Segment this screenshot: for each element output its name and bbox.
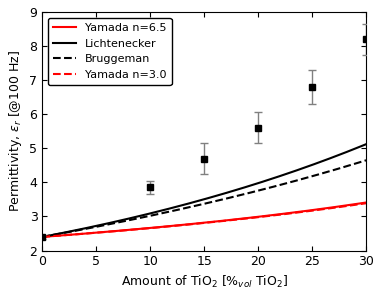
Yamada n=6.5 [233, 218, 237, 221]
Yamada n=6.5 [364, 201, 368, 204]
Bruggeman [238, 193, 243, 197]
Yamada n=6.5 [40, 235, 45, 239]
Line: Yamada n=6.5: Yamada n=6.5 [42, 203, 366, 237]
Yamada n=6.5 [313, 208, 317, 211]
Lichtenecker [233, 189, 237, 192]
Lichtenecker [364, 142, 368, 146]
Lichtenecker [313, 162, 317, 165]
Yamada n=3.0 [41, 235, 46, 238]
Legend: Yamada n=6.5, Lichtenecker, Bruggeman, Yamada n=3.0: Yamada n=6.5, Lichtenecker, Bruggeman, Y… [48, 18, 171, 85]
Bruggeman [333, 168, 338, 171]
Yamada n=3.0 [40, 235, 45, 239]
Yamada n=6.5 [41, 235, 46, 238]
Line: Lichtenecker: Lichtenecker [42, 144, 366, 237]
Bruggeman [233, 195, 237, 198]
Yamada n=3.0 [333, 206, 338, 209]
Lichtenecker [40, 235, 45, 239]
Line: Bruggeman: Bruggeman [42, 160, 366, 237]
Yamada n=3.0 [313, 208, 317, 212]
Bruggeman [41, 235, 46, 238]
Yamada n=6.5 [333, 205, 338, 209]
Bruggeman [313, 173, 317, 177]
Lichtenecker [238, 187, 243, 190]
Line: Yamada n=3.0: Yamada n=3.0 [42, 203, 366, 237]
Lichtenecker [232, 189, 236, 192]
Yamada n=3.0 [233, 218, 237, 222]
Yamada n=3.0 [364, 201, 368, 205]
Y-axis label: Permittivity, $\varepsilon_r$ [@100 Hz]: Permittivity, $\varepsilon_r$ [@100 Hz] [7, 50, 24, 212]
Yamada n=6.5 [238, 217, 243, 221]
Bruggeman [364, 159, 368, 162]
Bruggeman [232, 195, 236, 198]
Lichtenecker [41, 235, 46, 238]
Yamada n=3.0 [238, 217, 243, 221]
Yamada n=6.5 [232, 218, 236, 221]
Yamada n=3.0 [232, 218, 236, 222]
X-axis label: Amount of TiO$_2$ [%$_{vol}$ TiO$_2$]: Amount of TiO$_2$ [%$_{vol}$ TiO$_2$] [121, 274, 288, 290]
Lichtenecker [333, 154, 338, 158]
Bruggeman [40, 235, 45, 239]
